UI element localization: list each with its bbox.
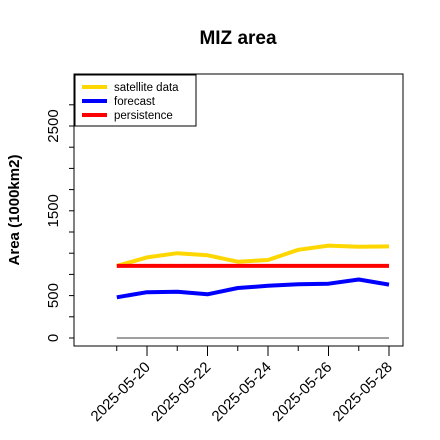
x-tick-label: 2025-05-22 [148, 359, 214, 425]
y-axis-label: Area (1000km2) [6, 155, 23, 266]
series-layer [116, 243, 390, 339]
legend-label-persistence: persistence [114, 110, 173, 122]
x-tick-label: 2025-05-26 [269, 359, 335, 425]
legend-label-forecast: forecast [114, 96, 156, 108]
series-line-satellite-data [116, 243, 390, 268]
x-axis: 2025-05-202025-05-222025-05-242025-05-26… [88, 346, 396, 425]
x-tick-label: 2025-05-24 [209, 359, 275, 425]
x-tick-label: 2025-05-20 [88, 359, 154, 425]
y-tick-label: 2500 [45, 109, 62, 142]
chart-title: MIZ area [199, 28, 277, 49]
y-axis: 0 500 1500 2500 [45, 104, 74, 342]
y-tick-label: 500 [45, 283, 62, 308]
x-tick-label: 2025-05-28 [330, 359, 396, 425]
y-tick-label: 0 [45, 334, 62, 342]
series-line-forecast [116, 277, 390, 300]
legend: satellite data forecast persistence [74, 74, 197, 127]
legend-label-satellite-data: satellite data [114, 82, 179, 94]
plot-area-frame [73, 73, 404, 347]
y-tick-label: 1500 [45, 194, 62, 227]
